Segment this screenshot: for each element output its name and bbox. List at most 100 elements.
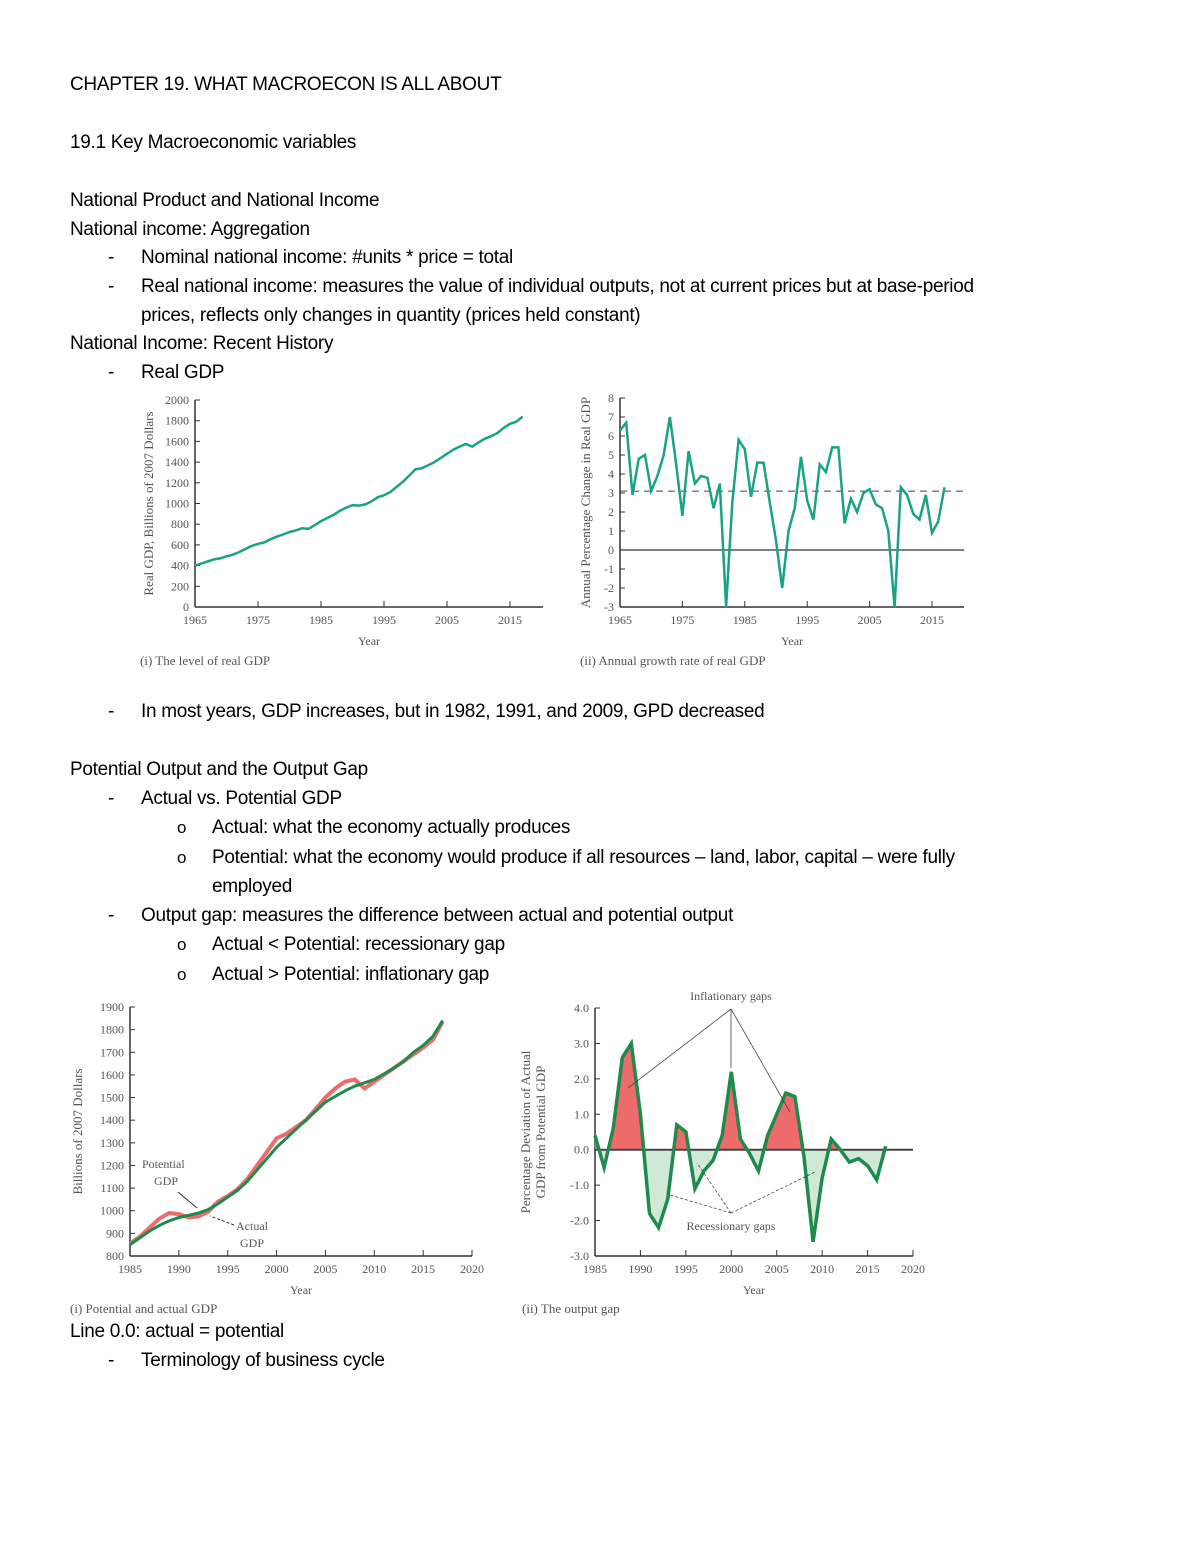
y-tick-label: 1000 [165, 497, 189, 511]
annotation-label: GDP [240, 1236, 264, 1250]
data-line [619, 416, 946, 608]
y-tick-label: 0 [183, 600, 189, 614]
annotation-label: Actual [236, 1219, 269, 1233]
heading-recent-history: National Income: Recent History [70, 333, 334, 354]
inflationary-gap-area [595, 1043, 886, 1150]
chart-4 [593, 1007, 914, 1257]
recessionary-pointer [669, 1194, 732, 1214]
y-tick-label: 200 [171, 579, 189, 593]
bullet-dash: - [108, 276, 115, 297]
heading-national-product: National Product and National Income [70, 190, 380, 211]
y-tick-label: 1200 [100, 1158, 124, 1172]
y-tick-label: 1900 [100, 1000, 124, 1014]
chart-caption: (i) Potential and actual GDP [70, 1301, 217, 1316]
chart-2 [619, 397, 964, 608]
x-tick-label: 1995 [372, 613, 396, 627]
y-tick-label: 3 [608, 486, 614, 500]
y-tick-label: 2 [608, 505, 614, 519]
y-axis-label: Annual Percentage Change in Real GDP [578, 397, 593, 608]
y-tick-label: 1500 [100, 1091, 124, 1105]
sub-bullet-potential-cont: employed [212, 876, 292, 897]
x-tick-label: 1965 [608, 613, 632, 627]
y-tick-label: 900 [106, 1226, 124, 1240]
y-tick-label: 1700 [100, 1045, 124, 1059]
y-tick-label: -1 [604, 562, 614, 576]
y-axis-label: Percentage Deviation of Actual [518, 1050, 533, 1213]
bullet-circle: o [177, 848, 187, 867]
y-tick-label: 800 [106, 1249, 124, 1263]
x-tick-label: 2000 [719, 1262, 743, 1276]
bullet-output-gap: Output gap: measures the difference betw… [141, 905, 734, 926]
x-tick-label: 1990 [628, 1262, 652, 1276]
y-tick-label: 1000 [100, 1204, 124, 1218]
series-line-actual-gdp [128, 1020, 445, 1246]
y-tick-label: 400 [171, 559, 189, 573]
x-tick-label: 1995 [795, 613, 819, 627]
bullet-most-years: In most years, GDP increases, but in 198… [141, 701, 765, 722]
bullet-dash: - [108, 701, 115, 722]
y-tick-label: 0 [608, 543, 614, 557]
chart-caption: (ii) Annual growth rate of real GDP [580, 653, 766, 668]
sub-bullet-inflationary: Actual > Potential: inflationary gap [212, 964, 490, 985]
x-axis-label: Year [781, 634, 803, 648]
x-tick-label: 1985 [733, 613, 757, 627]
y-tick-label: 2000 [165, 393, 189, 407]
bullet-dash: - [108, 362, 115, 383]
heading-aggregation: National income: Aggregation [70, 219, 310, 240]
y-tick-label: 1400 [165, 455, 189, 469]
bullet-circle: o [177, 935, 187, 954]
x-tick-label: 2015 [856, 1262, 880, 1276]
y-tick-label: -1.0 [570, 1178, 589, 1192]
x-tick-label: 1975 [670, 613, 694, 627]
y-tick-label: -2.0 [570, 1214, 589, 1228]
bullet-circle: o [177, 818, 187, 837]
actual-arrow [209, 1215, 235, 1226]
y-tick-label: 1.0 [574, 1107, 589, 1121]
y-tick-label: 1400 [100, 1113, 124, 1127]
bullet-dash: - [108, 788, 115, 809]
x-tick-label: 2010 [362, 1262, 386, 1276]
chart-caption: (ii) The output gap [522, 1301, 620, 1316]
chart-caption: (i) The level of real GDP [140, 653, 270, 668]
bullet-terminology: Terminology of business cycle [141, 1350, 385, 1371]
x-tick-label: 2015 [920, 613, 944, 627]
x-axis-label: Year [290, 1283, 312, 1297]
y-axis-label: GDP from Potential GDP [533, 1066, 548, 1199]
x-tick-label: 1995 [216, 1262, 240, 1276]
y-tick-label: -2 [604, 581, 614, 595]
sub-bullet-actual: Actual: what the economy actually produc… [212, 817, 571, 838]
x-tick-label: 1985 [309, 613, 333, 627]
x-tick-label: 2005 [765, 1262, 789, 1276]
y-tick-label: 3.0 [574, 1036, 589, 1050]
y-tick-label: 600 [171, 538, 189, 552]
y-tick-label: 4 [608, 467, 614, 481]
x-tick-label: 2020 [901, 1262, 925, 1276]
x-tick-label: 1975 [246, 613, 270, 627]
y-tick-label: 1300 [100, 1136, 124, 1150]
chart-3 [128, 1006, 473, 1257]
annotation-label: GDP [154, 1174, 178, 1188]
y-tick-label: 6 [608, 429, 614, 443]
y-tick-label: 7 [608, 410, 614, 424]
y-tick-label: 1800 [100, 1023, 124, 1037]
y-tick-label: -3 [604, 600, 614, 614]
chart-1 [194, 399, 543, 608]
inflationary-pointer [627, 1008, 732, 1089]
x-tick-label: 1995 [674, 1262, 698, 1276]
inflationary-pointer [730, 1008, 791, 1113]
y-axis-label: Billions of 2007 Dollars [70, 1068, 85, 1194]
series-line-potential-gdp [129, 1019, 444, 1246]
y-tick-label: 800 [171, 517, 189, 531]
y-tick-label: 1 [608, 524, 614, 538]
x-tick-label: 2020 [460, 1262, 484, 1276]
x-tick-label: 1965 [183, 613, 207, 627]
y-tick-label: 1100 [100, 1181, 124, 1195]
y-tick-label: 1600 [100, 1068, 124, 1082]
line-zero-note: Line 0.0: actual = potential [70, 1321, 284, 1342]
x-tick-label: 2000 [265, 1262, 289, 1276]
annotation-label: Recessionary gaps [687, 1219, 776, 1233]
bullet-real: Real national income: measures the value… [141, 276, 974, 297]
bullet-circle: o [177, 965, 187, 984]
bullet-dash: - [108, 1350, 115, 1371]
